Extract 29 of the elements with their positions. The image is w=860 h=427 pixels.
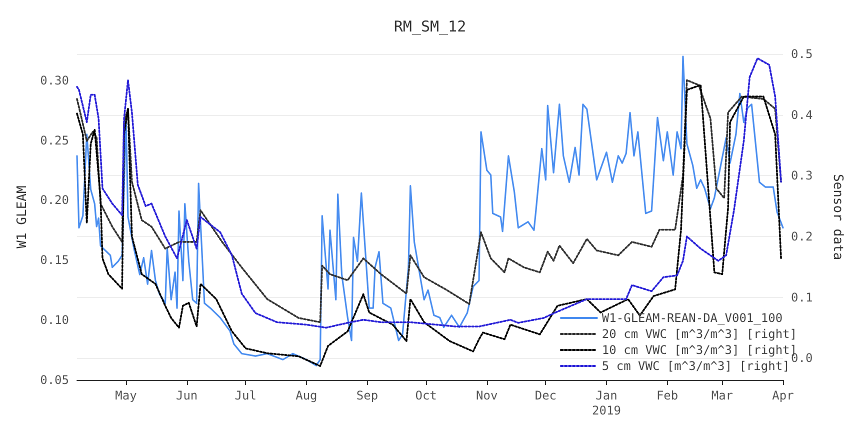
y-tick-label: 0.25 xyxy=(40,133,69,148)
x-tick-label: Sep xyxy=(356,388,378,402)
x-tick-label: Aug xyxy=(296,388,318,402)
y-tick-label: 0.15 xyxy=(40,253,69,268)
legend-label: 5 cm VWC [m^3/m^3] [right] xyxy=(602,359,790,373)
y-tick-label: 0.30 xyxy=(40,73,69,88)
y2-tick-label: 0.1 xyxy=(791,290,813,304)
x-tick-label: Feb xyxy=(656,388,678,402)
y-tick-label: 0.20 xyxy=(40,193,69,208)
x-tick-label: Jul xyxy=(234,388,256,402)
y-tick-label: 0.10 xyxy=(40,313,69,328)
x-tick-label: Apr xyxy=(772,388,794,402)
y2-tick-label: 0.4 xyxy=(791,108,813,122)
x-tick-label: Nov xyxy=(476,388,498,402)
y-axis-title: W1 GLEAM xyxy=(15,186,30,248)
x-tick-label: May xyxy=(115,388,137,402)
x-tick-label: Oct xyxy=(415,388,437,402)
y2-tick-label: 0.5 xyxy=(791,47,813,61)
y2-tick-label: 0.2 xyxy=(791,229,813,244)
x-tick-label: Jun xyxy=(176,388,198,402)
legend-label: 20 cm VWC [m^3/m^3] [right] xyxy=(602,327,798,341)
y2-axis-title: Sensor data xyxy=(830,174,845,260)
x-tick-label: Jan 2019 xyxy=(592,388,621,418)
y2-tick-label: 0.3 xyxy=(791,168,813,183)
y-tick-label: 0.05 xyxy=(40,373,69,387)
legend-label: W1-GLEAM-REAN-DA_V001_100 xyxy=(602,311,783,325)
x-tick-label: Dec xyxy=(534,388,557,402)
x-tick-label: Mar xyxy=(711,388,734,402)
chart-title: RM_SM_12 xyxy=(394,18,466,36)
